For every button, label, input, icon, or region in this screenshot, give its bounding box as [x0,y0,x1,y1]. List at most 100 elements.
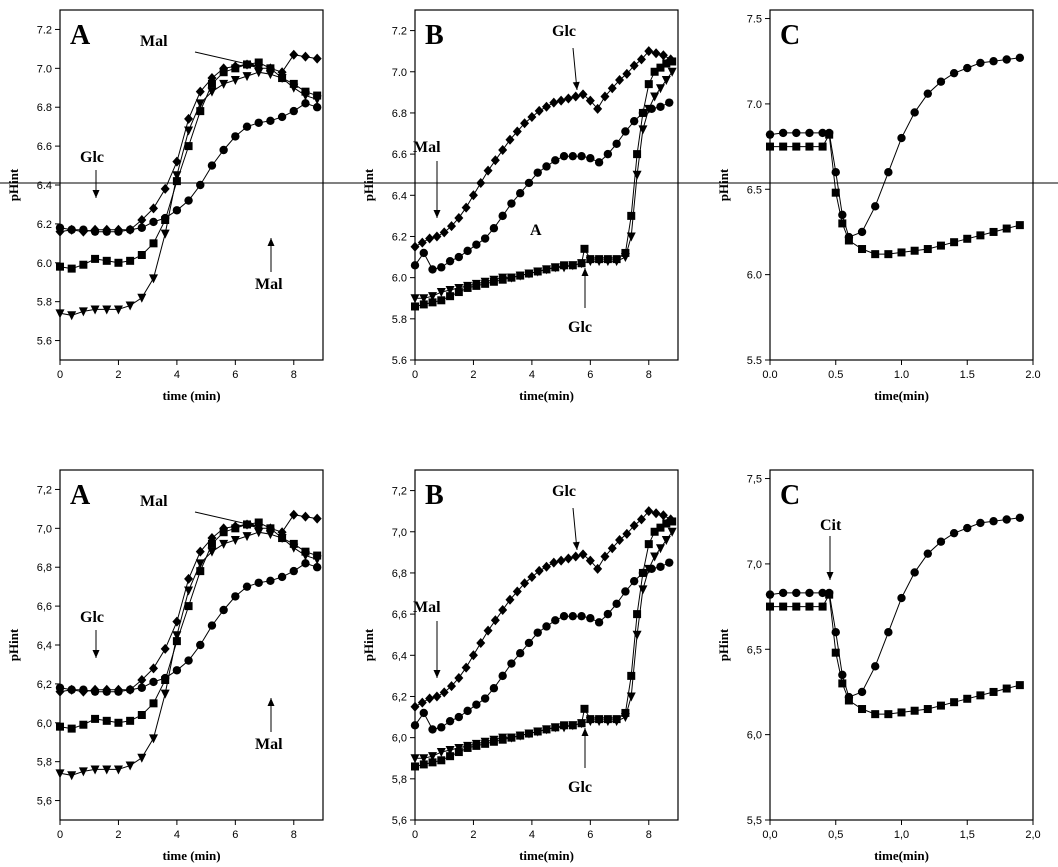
data-point-triangle-down [102,305,112,315]
data-point-square [627,671,636,680]
data-point-circle [67,685,76,694]
data-point-square [172,177,181,186]
y-tick-label: 5.6 [37,336,52,348]
data-point-square [884,710,893,719]
data-point-diamond [658,510,668,521]
data-point-square [989,687,998,696]
x-tick-label: 8 [646,829,652,841]
series-line-square [770,592,1021,715]
data-point-triangle-down [149,734,159,744]
data-point-circle [524,638,534,648]
y-tick-label: 7.0 [37,63,52,75]
y-tick-label: 6,8 [37,562,52,574]
data-point-square [184,602,193,611]
data-point-diamond [417,697,427,708]
data-point-circle [149,677,158,687]
data-point-diamond [527,112,537,123]
data-point-square [668,57,677,66]
x-tick-label: 1.0 [894,369,909,381]
data-point-triangle-down [650,552,660,562]
data-point-diamond [195,546,205,557]
data-point-square [437,756,446,765]
y-tick-label: 6.6 [392,149,407,161]
data-point-diamond [498,145,508,155]
data-point-triangle-down [242,72,252,82]
data-point-square [254,58,263,67]
data-point-diamond [636,54,646,65]
data-point-circle [656,562,665,571]
data-point-triangle-down [67,311,77,321]
data-point-diamond [490,615,500,626]
data-point-square [621,708,630,717]
data-point-circle [831,167,840,177]
data-point-diamond [454,672,464,683]
data-point-square [580,704,589,713]
data-point-circle [507,659,516,668]
annotation-arrow [194,51,257,67]
data-point-diamond [563,93,573,104]
series-line-circle [769,517,1020,698]
data-point-diamond [585,555,595,566]
data-point-diamond [534,565,544,576]
data-point-circle [137,223,147,232]
data-point-diamond [312,513,322,524]
data-point-triangle-down [638,125,648,135]
data-point-diamond [615,535,625,545]
data-point-square [219,528,228,537]
y-tick-label: 6.8 [37,102,52,114]
data-point-diamond [149,663,159,674]
data-point-triangle-down [428,752,438,762]
data-point-square [580,244,589,253]
data-point-triangle-down [655,544,665,554]
data-point-triangle-down [463,741,473,751]
data-point-diamond [476,637,486,648]
data-point-triangle-down [454,283,464,293]
data-point-circle [507,199,516,208]
y-tick-label: 6,0 [37,718,52,730]
data-point-square [126,256,135,265]
data-point-triangle-down [289,543,299,553]
annotation-arrowhead [433,670,441,678]
data-point-triangle-down [78,307,88,317]
data-point-circle [480,694,490,703]
plot-frame [414,469,679,821]
data-point-diamond [578,89,588,100]
data-point-circle [1002,55,1011,64]
data-point-circle [629,576,639,586]
data-point-triangle-down [254,528,264,538]
data-point-square [621,248,630,257]
data-point-circle [542,162,551,171]
data-point-triangle-down [277,74,287,84]
data-point-square [825,590,834,599]
data-point-diamond [556,555,566,566]
data-point-triangle-down [230,76,240,85]
data-point-circle [884,627,893,637]
data-point-square [963,234,972,243]
data-point-circle [79,685,88,694]
data-point-circle [1002,515,1011,524]
data-point-diamond [556,95,566,106]
data-point-diamond [432,691,442,702]
data-point-square [844,236,853,245]
data-point-diamond [629,60,639,71]
data-point-triangle-down [594,257,604,267]
data-point-diamond [160,183,170,194]
data-point-triangle-down [289,83,299,93]
data-point-circle [936,77,946,86]
data-point-diamond [498,605,508,615]
data-point-triangle-down [419,754,429,764]
data-point-triangle-down [242,532,252,542]
data-point-circle [242,582,252,591]
data-point-diamond [483,165,493,176]
data-point-circle [419,708,428,718]
y-tick-label: 6,6 [37,601,52,613]
data-point-circle [577,611,586,621]
data-point-diamond [651,48,661,59]
data-point-circle [231,132,240,141]
data-point-circle [857,227,867,237]
data-point-square [79,260,88,269]
data-point-triangle-down [102,765,112,775]
x-tick-label: 0 [412,369,418,381]
data-point-diamond [447,681,457,692]
data-point-circle [1015,513,1025,523]
